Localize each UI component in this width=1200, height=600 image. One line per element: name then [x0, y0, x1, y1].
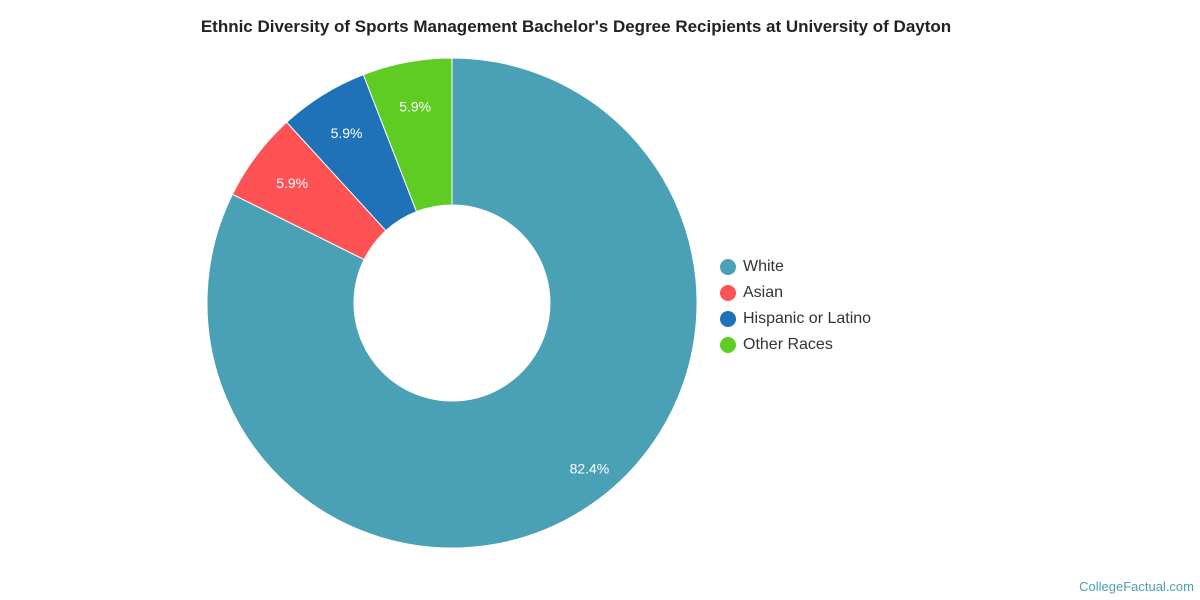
chart-title: Ethnic Diversity of Sports Management Ba… — [200, 17, 952, 36]
legend-item-white[interactable]: White — [720, 254, 871, 280]
legend-item-asian[interactable]: Asian — [720, 280, 871, 306]
legend-swatch — [720, 259, 736, 275]
legend: White Asian Hispanic or Latino Other Races — [720, 254, 871, 358]
legend-swatch — [720, 337, 736, 353]
data-label-hispanic-or-latino: 5.9% — [331, 125, 363, 141]
slice-other-races[interactable] — [362, 57, 453, 213]
slice-white[interactable] — [206, 57, 698, 549]
data-label-white: 82.4% — [570, 460, 610, 476]
legend-label: White — [743, 258, 784, 275]
data-label-other-races: 5.9% — [399, 98, 431, 114]
legend-label: Other Races — [743, 336, 833, 353]
data-label-asian: 5.9% — [276, 175, 308, 191]
data-labels-group: 82.4% 5.9% 5.9% 5.9% — [276, 98, 609, 476]
legend-label: Asian — [743, 284, 784, 301]
legend-item-other-races[interactable]: Other Races — [720, 332, 871, 358]
slices-group — [206, 57, 698, 549]
legend-label: Hispanic or Latino — [743, 310, 872, 327]
legend-item-hispanic-or-latino[interactable]: Hispanic or Latino — [720, 306, 871, 332]
legend-swatch — [720, 311, 736, 327]
legend-swatch — [720, 285, 736, 301]
credit-link[interactable]: CollegeFactual.com — [1079, 579, 1194, 594]
